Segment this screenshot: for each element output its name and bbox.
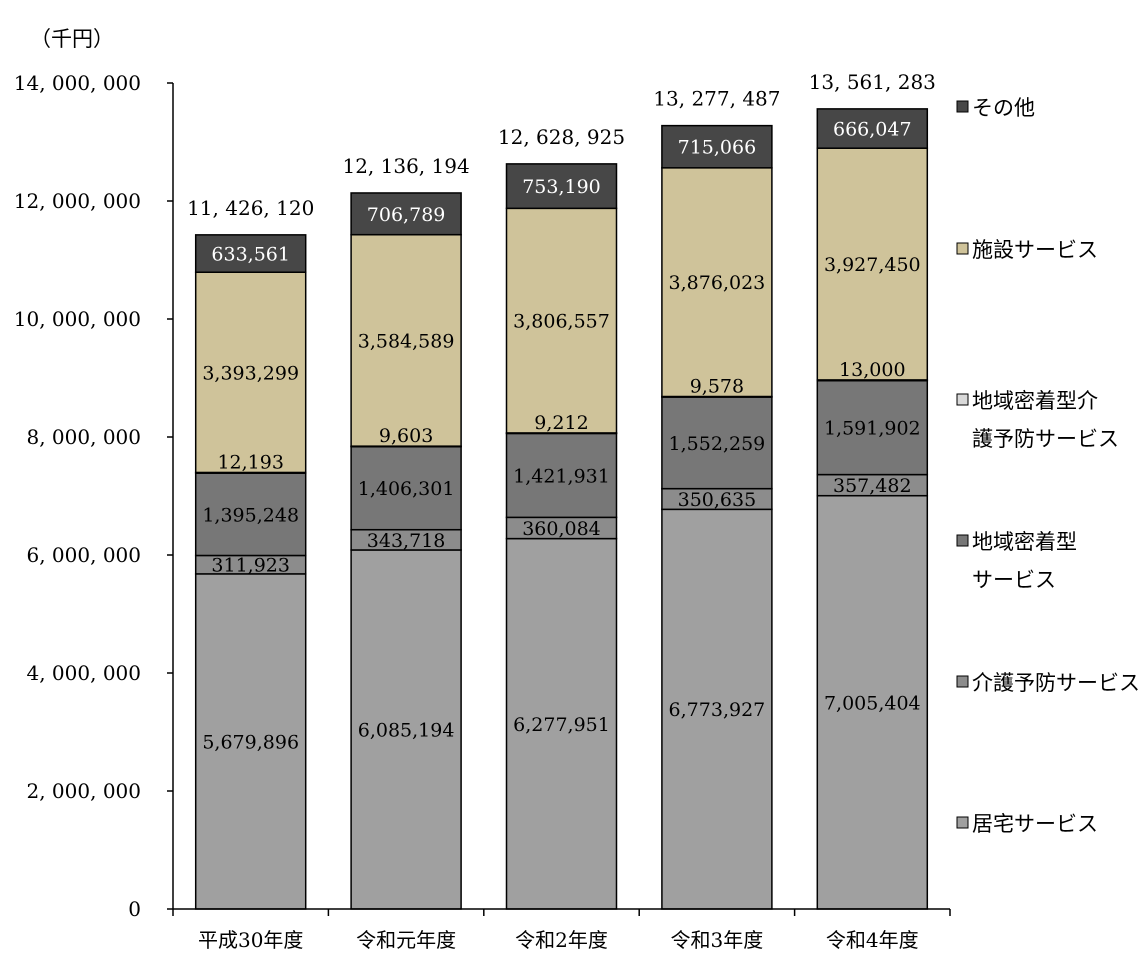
x-category-label: 平成30年度 bbox=[198, 928, 303, 952]
legend-label: 地域密着型 bbox=[972, 530, 1077, 554]
y-tick-label: 14, 000, 000 bbox=[14, 71, 141, 95]
segment-value-label: 3,584,589 bbox=[358, 330, 455, 352]
y-axis-unit-label: （千円） bbox=[30, 27, 114, 51]
segment-value-label: 6,277,951 bbox=[513, 714, 610, 736]
legend-swatch bbox=[956, 393, 969, 406]
segment-value-label: 1,552,259 bbox=[669, 433, 766, 455]
segment-value-label: 13,000 bbox=[839, 359, 905, 381]
segment-value-label: 1,421,931 bbox=[513, 465, 610, 487]
segment-value-label: 360,084 bbox=[522, 518, 601, 540]
legend-label: 施設サービス bbox=[972, 238, 1098, 262]
bar-segment bbox=[816, 108, 929, 149]
bar-total-label: 11, 426, 120 bbox=[187, 196, 314, 220]
y-tick-label: 6, 000, 000 bbox=[26, 543, 141, 567]
bar-total-label: 13, 277, 487 bbox=[653, 87, 780, 111]
segment-value-label: 1,591,902 bbox=[824, 418, 921, 440]
segment-value-label: 3,393,299 bbox=[202, 362, 299, 384]
y-tick-label: 12, 000, 000 bbox=[14, 189, 141, 213]
y-tick-label: 2, 000, 000 bbox=[26, 779, 141, 803]
bar-segment bbox=[350, 445, 462, 531]
legend-label: その他 bbox=[972, 96, 1035, 120]
axes-group: 0 2, 000, 000 4, 000, 000 6, 000, 000 8, 000… bbox=[14, 71, 951, 952]
legend-swatch bbox=[956, 534, 969, 547]
segment-value-label: 343,718 bbox=[367, 530, 446, 552]
segment-value-label: 3,927,450 bbox=[824, 254, 921, 276]
segment-value-label: 9,578 bbox=[690, 376, 744, 398]
segment-value-label: 9,603 bbox=[379, 425, 433, 447]
segment-value-label: 9,212 bbox=[534, 412, 588, 434]
legend-label: サービス bbox=[972, 568, 1056, 592]
x-category-label: 令和3年度 bbox=[671, 928, 764, 952]
bar-total-label: 13, 561, 283 bbox=[809, 70, 936, 94]
legend-swatch bbox=[956, 100, 969, 113]
segment-value-label: 6,773,927 bbox=[669, 699, 766, 721]
segment-value-label: 753,190 bbox=[522, 176, 601, 198]
y-tick-label: 8, 000, 000 bbox=[26, 425, 141, 449]
segment-value-label: 1,406,301 bbox=[358, 478, 455, 500]
bar-segment bbox=[816, 379, 929, 476]
bar-total-label: 12, 136, 194 bbox=[342, 154, 469, 178]
segment-value-label: 7,005,404 bbox=[824, 692, 921, 714]
bar-segment bbox=[661, 396, 773, 490]
y-tick-label: 10, 000, 000 bbox=[14, 307, 141, 331]
legend-swatch bbox=[956, 242, 969, 255]
segment-value-label: 706,789 bbox=[367, 204, 446, 226]
legend-label: 護予防サービス bbox=[972, 427, 1119, 451]
segment-value-label: 633,561 bbox=[211, 244, 290, 266]
bars-group: 5,679,896 311,923 1,395,248 12,193 3,393,299… bbox=[187, 70, 936, 910]
segment-value-label: 357,482 bbox=[833, 475, 912, 497]
segment-value-label: 666,047 bbox=[833, 119, 912, 141]
segment-value-label: 3,806,557 bbox=[513, 311, 610, 333]
bar-total-label: 12, 628, 925 bbox=[498, 125, 625, 149]
bar-segment bbox=[505, 163, 618, 210]
legend-label: 介護予防サービス bbox=[972, 671, 1139, 695]
segment-value-label: 5,679,896 bbox=[202, 731, 299, 753]
bar-segment bbox=[816, 494, 929, 910]
legend-label: 居宅サービス bbox=[972, 812, 1098, 836]
segment-value-label: 12,193 bbox=[217, 451, 283, 473]
legend-swatch bbox=[956, 816, 969, 829]
segment-value-label: 350,635 bbox=[678, 489, 757, 511]
bar-segment bbox=[194, 234, 307, 273]
x-category-label: 令和元年度 bbox=[356, 928, 456, 952]
y-tick-label: 0 bbox=[128, 897, 141, 921]
bar-segment bbox=[661, 124, 773, 169]
bar-segment bbox=[350, 192, 462, 236]
segment-value-label: 311,923 bbox=[211, 555, 290, 577]
bar-segment bbox=[505, 432, 618, 519]
legend-label: 地域密着型介 bbox=[972, 389, 1098, 413]
bar-segment bbox=[661, 167, 773, 398]
bar-segment bbox=[816, 147, 929, 381]
bar-segment bbox=[505, 537, 618, 910]
bar-segment bbox=[350, 233, 462, 447]
bar-segment bbox=[194, 573, 307, 910]
legend-swatch bbox=[956, 675, 969, 688]
x-category-label: 令和4年度 bbox=[826, 928, 919, 952]
segment-value-label: 715,066 bbox=[678, 137, 757, 159]
segment-value-label: 1,395,248 bbox=[202, 504, 299, 526]
segment-value-label: 3,876,023 bbox=[669, 272, 766, 294]
segment-value-label: 6,085,194 bbox=[358, 719, 455, 741]
x-category-label: 令和2年度 bbox=[515, 928, 608, 952]
bar-segment bbox=[194, 271, 307, 474]
y-tick-label: 4, 000, 000 bbox=[26, 661, 141, 685]
bar-segment bbox=[505, 207, 618, 434]
